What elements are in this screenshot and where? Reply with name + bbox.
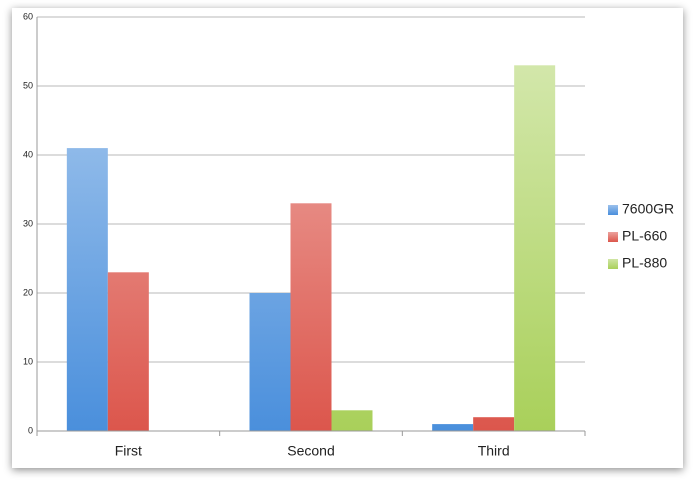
y-tick-label: 60 xyxy=(23,11,33,21)
legend-label: PL-880 xyxy=(622,255,667,271)
y-tick-label: 10 xyxy=(23,356,33,366)
y-tick-label: 30 xyxy=(23,218,33,228)
x-tick-label: Third xyxy=(478,443,510,459)
bar xyxy=(290,203,332,431)
bar xyxy=(66,148,108,431)
bar xyxy=(107,272,149,431)
legend-swatch xyxy=(608,205,618,215)
x-tick-label: First xyxy=(115,443,142,459)
y-tick-label: 50 xyxy=(23,80,33,90)
bar xyxy=(249,293,291,431)
x-tick-label: Second xyxy=(287,443,334,459)
y-tick-label: 40 xyxy=(23,149,33,159)
y-tick-label: 0 xyxy=(28,425,33,435)
y-tick-label: 20 xyxy=(23,287,33,297)
legend-swatch xyxy=(608,259,618,269)
bar xyxy=(432,424,474,431)
bar xyxy=(331,410,373,431)
bar xyxy=(473,417,515,431)
legend-swatch xyxy=(608,232,618,242)
legend-label: PL-660 xyxy=(622,228,667,244)
bar xyxy=(514,65,556,432)
legend-label: 7600GR xyxy=(622,201,674,217)
